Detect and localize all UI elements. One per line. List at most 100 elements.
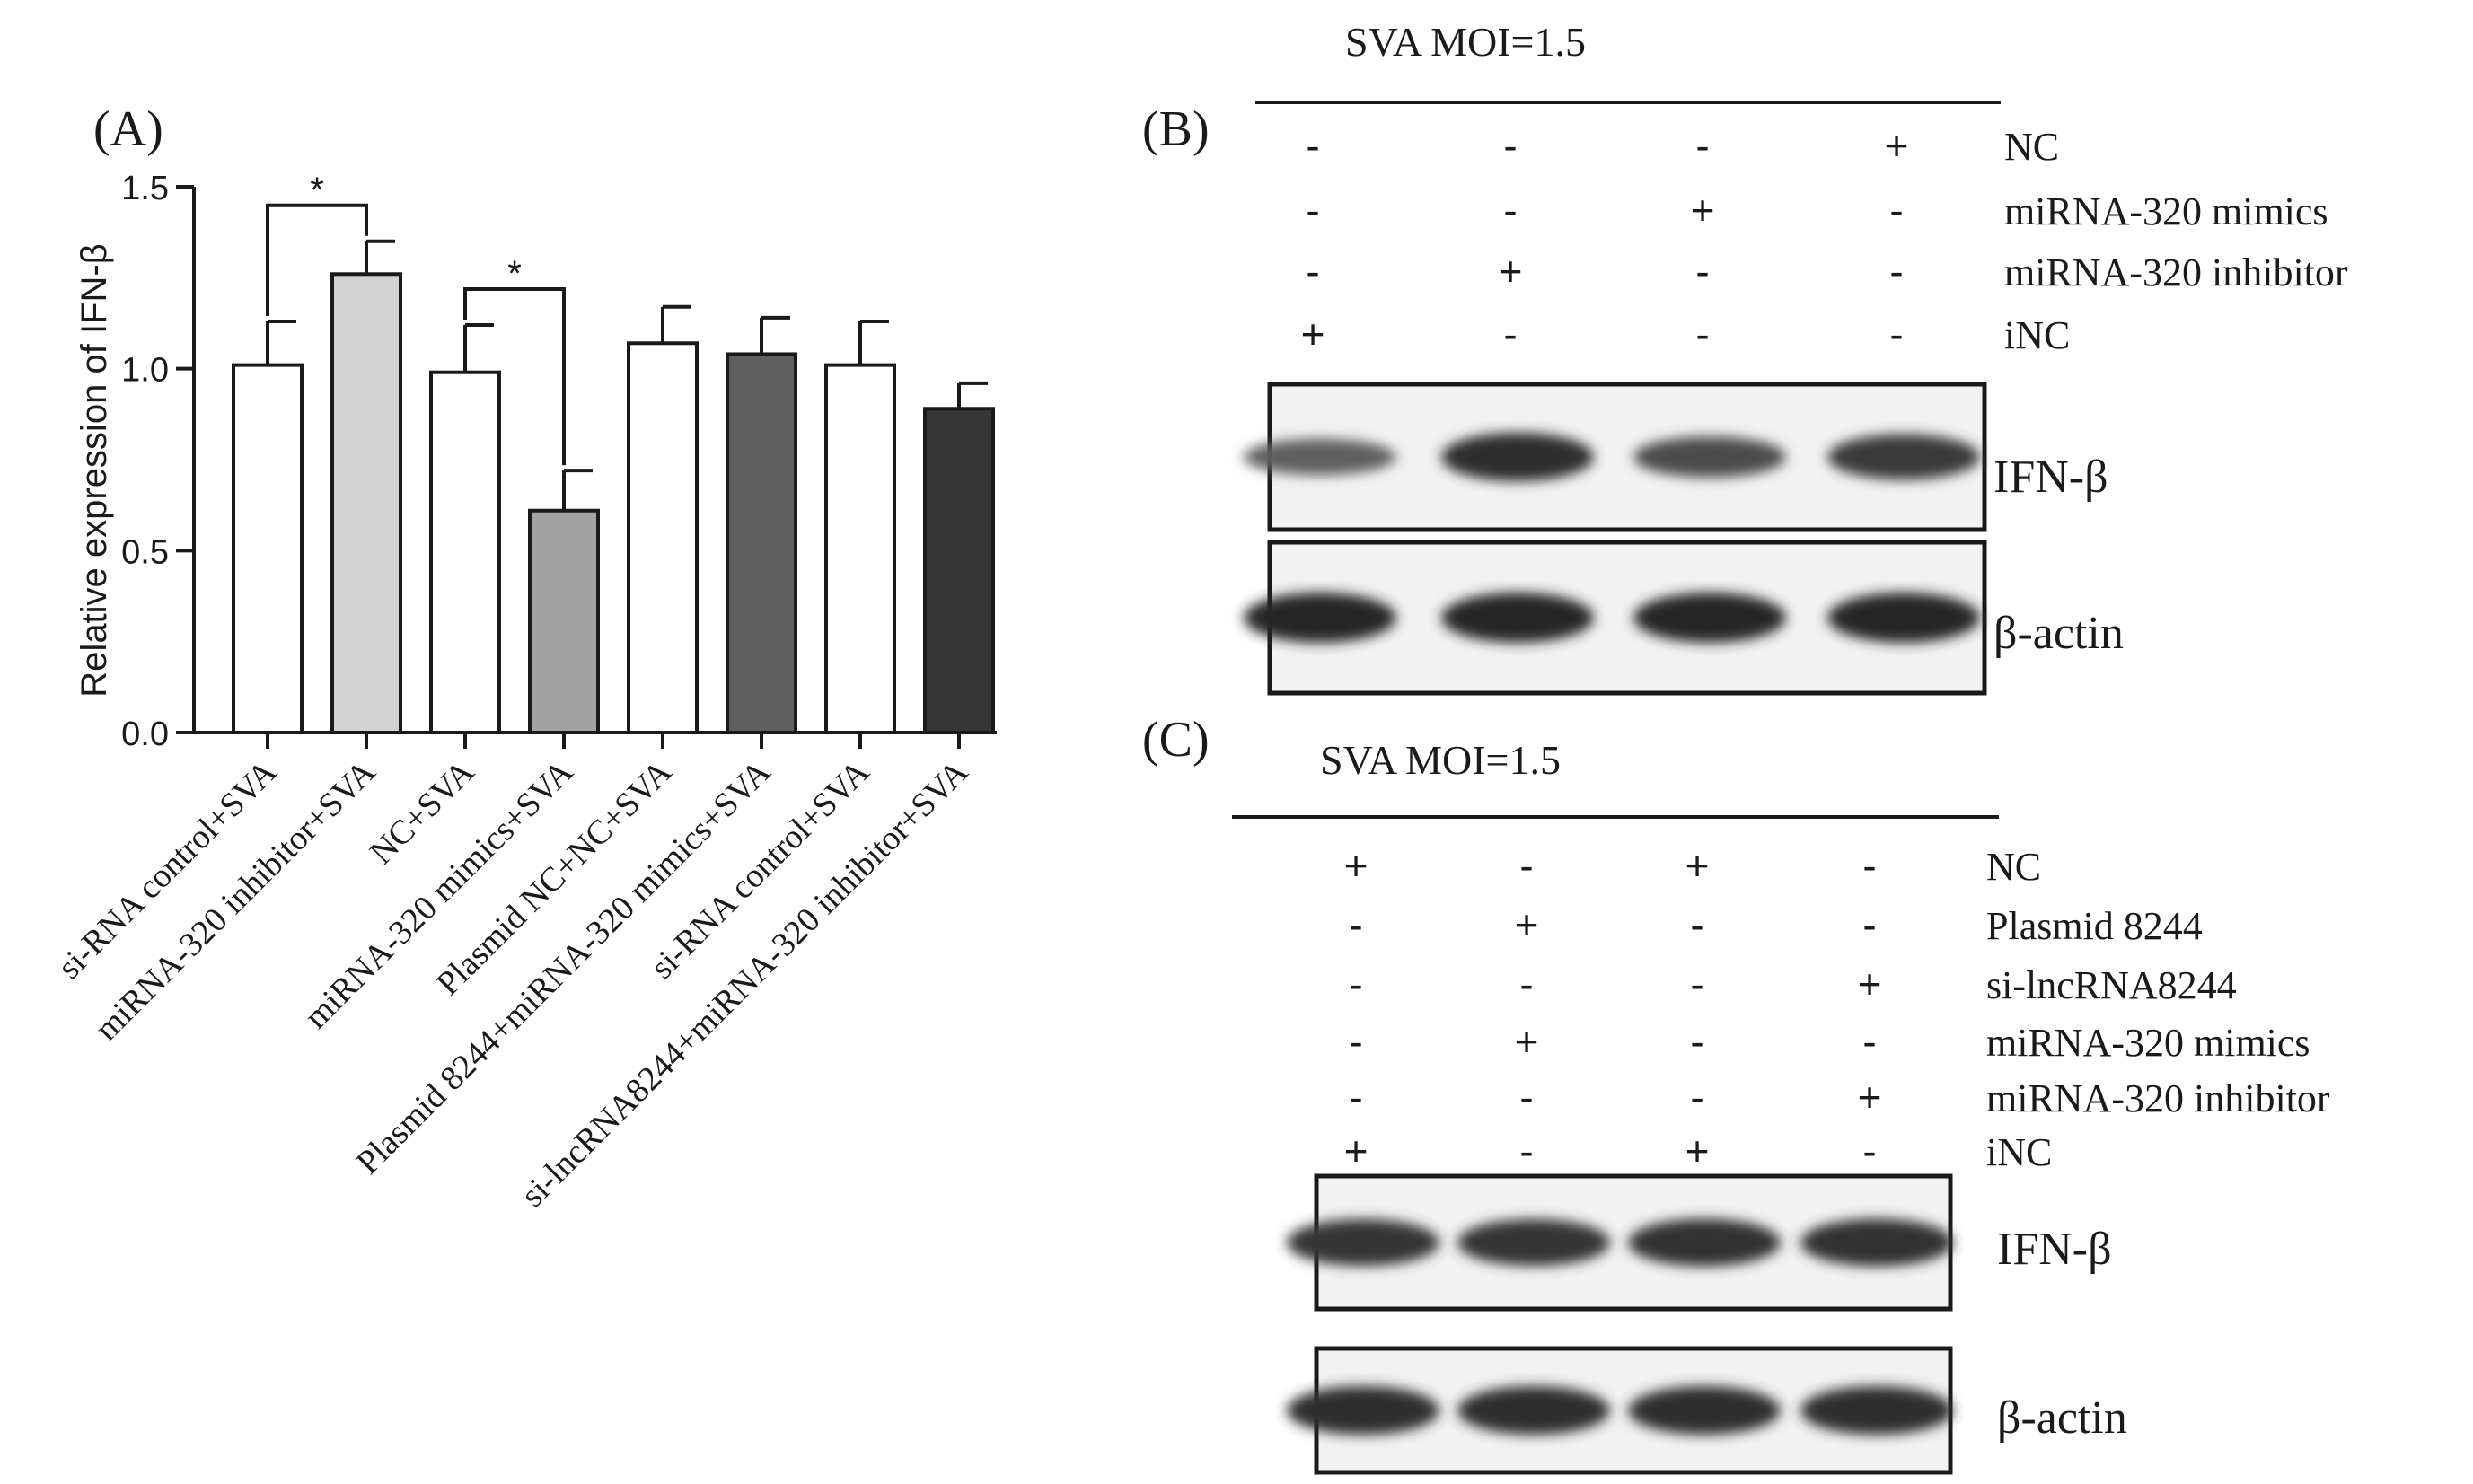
- condition-sign: -: [1889, 248, 1903, 294]
- bar: [923, 407, 995, 734]
- condition-sign: -: [1690, 1074, 1703, 1120]
- condition-sign: +: [1344, 1128, 1369, 1174]
- condition-sign: +: [1858, 961, 1882, 1007]
- panel-a: (A) Relative expression of IFN-β 0.0 0.5 1…: [50, 101, 997, 1215]
- condition-sign: -: [1503, 311, 1517, 357]
- band: [1628, 1218, 1781, 1267]
- band: [1827, 434, 1980, 480]
- condition-sign: +: [1515, 901, 1539, 948]
- significance-star: *: [310, 171, 324, 210]
- condition-sign: +: [1499, 248, 1523, 294]
- condition-label: iNC: [1986, 1130, 2052, 1174]
- band: [1633, 436, 1786, 478]
- bar: [824, 363, 896, 734]
- condition-sign: -: [1519, 1128, 1533, 1174]
- y-tick-label: 0.0: [121, 716, 169, 753]
- y-tick-label: 0.5: [121, 533, 169, 571]
- condition-sign: -: [1519, 842, 1533, 889]
- condition-sign: -: [1690, 901, 1703, 948]
- condition-sign: -: [1503, 122, 1517, 169]
- condition-sign: -: [1349, 961, 1362, 1007]
- significance-bracket: [266, 203, 368, 316]
- band: [1287, 1218, 1439, 1267]
- y-tick-label: 1.0: [121, 352, 169, 390]
- band: [1457, 1385, 1610, 1436]
- y-ticks: 0.0 0.5 1.0 1.5: [121, 170, 194, 753]
- bar: [528, 508, 600, 734]
- band-label: IFN-β: [1997, 1224, 2112, 1275]
- condition-sign: +: [1344, 842, 1369, 889]
- condition-sign: -: [1503, 187, 1517, 233]
- condition-sign: -: [1695, 311, 1709, 357]
- condition-label: miRNA-320 inhibitor: [2004, 250, 2348, 294]
- band-label: β-actin: [1997, 1392, 2127, 1444]
- blot-b-title: SVA MOI=1.5: [1345, 19, 1586, 65]
- blot-b-bands: IFN-β β-actin: [1244, 382, 2124, 696]
- condition-sign: -: [1690, 961, 1703, 1007]
- y-tick-label: 1.5: [121, 170, 169, 207]
- condition-sign: -: [1862, 901, 1876, 948]
- condition-sign: -: [1695, 248, 1709, 294]
- bar: [232, 363, 304, 734]
- condition-sign: -: [1349, 901, 1362, 948]
- condition-sign: -: [1349, 1018, 1362, 1065]
- panel-c: (C) SVA MOI=1.5 + - + - NC - + - - Plasmid 8244 - -…: [1142, 712, 2330, 1475]
- condition-sign: +: [1301, 311, 1325, 357]
- band: [1244, 438, 1396, 476]
- band: [1800, 1218, 1953, 1267]
- band: [1628, 1385, 1781, 1436]
- band: [1827, 593, 1980, 643]
- condition-label: miRNA-320 mimics: [1986, 1021, 2310, 1065]
- significance-markers: **: [266, 171, 566, 466]
- condition-sign: -: [1519, 961, 1533, 1007]
- band: [1441, 432, 1594, 482]
- condition-label: miRNA-320 inhibitor: [1986, 1076, 2330, 1120]
- condition-label: si-lncRNA8244: [1986, 963, 2237, 1007]
- y-axis-label: Relative expression of IFN-β: [75, 243, 114, 697]
- bars: [232, 239, 995, 734]
- band: [1441, 593, 1594, 643]
- condition-sign: +: [1885, 122, 1909, 169]
- panel-c-label: (C): [1142, 712, 1210, 768]
- condition-sign: -: [1862, 842, 1876, 889]
- band: [1800, 1385, 1953, 1436]
- condition-label: NC: [1986, 845, 2041, 889]
- band: [1244, 593, 1396, 643]
- condition-sign: +: [1685, 1128, 1710, 1174]
- bar: [627, 341, 699, 734]
- condition-sign: -: [1306, 248, 1319, 294]
- bar: [726, 352, 797, 734]
- condition-sign: -: [1306, 122, 1319, 169]
- significance-bracket: [463, 287, 566, 466]
- condition-label: miRNA-320 mimics: [2004, 189, 2328, 233]
- condition-sign: -: [1862, 1128, 1876, 1174]
- significance-star: *: [507, 254, 522, 294]
- condition-sign: -: [1519, 1074, 1533, 1120]
- x-ticks: [266, 733, 961, 749]
- blot-c-bands: IFN-β β-actin: [1287, 1173, 2127, 1475]
- condition-sign: +: [1691, 187, 1715, 233]
- bar: [429, 370, 501, 734]
- band: [1457, 1218, 1610, 1267]
- blot-c-title: SVA MOI=1.5: [1320, 737, 1561, 783]
- panel-a-label: (A): [93, 101, 163, 157]
- condition-sign: +: [1685, 842, 1710, 889]
- condition-sign: +: [1515, 1018, 1539, 1065]
- band-label: β-actin: [1993, 608, 2124, 659]
- condition-sign: +: [1858, 1074, 1882, 1120]
- blot-b-conditions: - - - + NC - - + - miRNA-320 mimics - + - - miRNA-320 …: [1301, 122, 2348, 357]
- band: [1633, 593, 1786, 643]
- band: [1287, 1385, 1439, 1436]
- bar: [330, 272, 402, 734]
- condition-label: iNC: [2004, 313, 2070, 357]
- band-label: IFN-β: [1993, 452, 2108, 503]
- condition-sign: -: [1862, 1018, 1876, 1065]
- panel-b: SVA MOI=1.5 (B) - - - + NC - - + - miRNA-320 mimi…: [1142, 19, 2348, 696]
- condition-sign: -: [1349, 1074, 1362, 1120]
- condition-label: NC: [2004, 125, 2059, 169]
- blot-c-conditions: + - + - NC - + - - Plasmid 8244 - - - + si-lncRNA8244 -…: [1344, 842, 2330, 1174]
- condition-sign: -: [1889, 187, 1903, 233]
- condition-label: Plasmid 8244: [1986, 904, 2203, 948]
